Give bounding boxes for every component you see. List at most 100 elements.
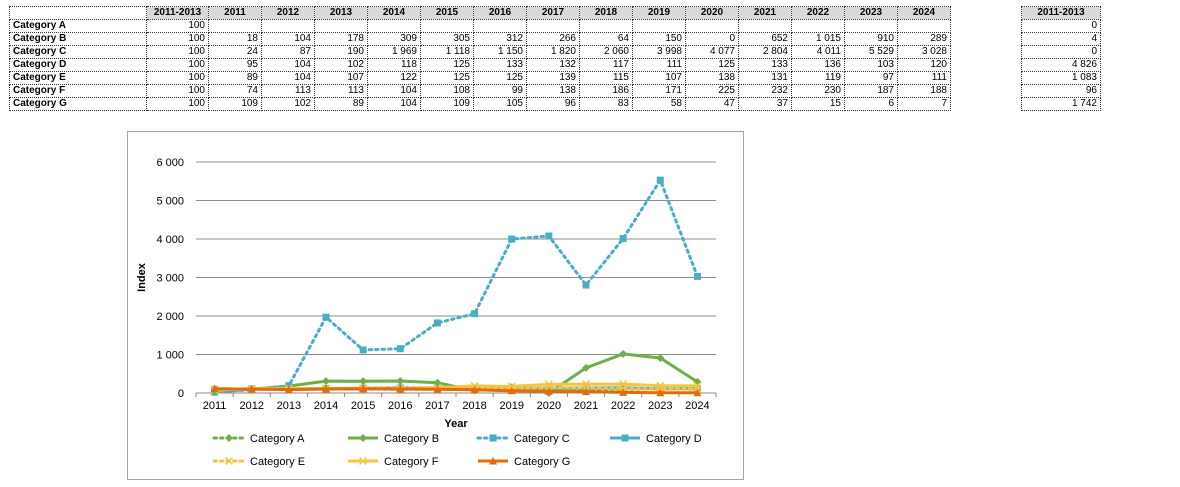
data-point <box>508 235 516 243</box>
table-cell: 910 <box>844 32 898 46</box>
data-point <box>433 319 441 327</box>
x-tick-label: 2012 <box>239 400 263 412</box>
x-tick-label: 2024 <box>685 400 709 412</box>
table-cell: 18 <box>208 32 262 46</box>
row-label: Category A <box>9 19 147 33</box>
table-cell <box>367 19 421 33</box>
side-table-cell: 4 826 <box>1021 58 1101 72</box>
column-header: 2020 <box>685 6 739 20</box>
side-table-cell: 1 083 <box>1021 71 1101 85</box>
data-point <box>581 380 591 389</box>
table-cell: 102 <box>261 97 315 111</box>
data-point <box>396 376 405 385</box>
table-cell: 7 <box>897 97 951 111</box>
table-cell: 37 <box>738 97 792 111</box>
legend-label: Category G <box>514 456 570 468</box>
table-cell: 99 <box>473 84 527 98</box>
table-cell: 2 804 <box>738 45 792 59</box>
legend-marker <box>621 434 629 442</box>
data-point <box>544 380 553 389</box>
table-cell: 113 <box>261 84 315 98</box>
data-point <box>433 385 442 393</box>
data-point <box>619 388 628 396</box>
column-header: 2012 <box>261 6 315 20</box>
table-cell: 95 <box>208 58 262 72</box>
table-cell: 120 <box>897 58 951 72</box>
table-cell: 125 <box>420 58 474 72</box>
side-table-header: 2011-2013 <box>1021 6 1101 20</box>
data-point <box>545 232 553 240</box>
table-cell: 111 <box>632 58 686 72</box>
table-cell <box>579 19 633 33</box>
legend-label: Category C <box>514 433 570 445</box>
table-cell <box>314 19 368 33</box>
table-cell: 102 <box>314 58 368 72</box>
table-cell: 125 <box>420 71 474 85</box>
table-cell: 104 <box>261 58 315 72</box>
x-tick-label: 2019 <box>499 400 523 412</box>
data-point <box>396 345 404 353</box>
table-cell <box>738 19 792 33</box>
table-cell: 4 011 <box>791 45 845 59</box>
table-cell: 1 118 <box>420 45 474 59</box>
data-point <box>693 381 702 390</box>
table-cell: 133 <box>738 58 792 72</box>
y-tick-label: 3 000 <box>156 273 184 285</box>
table-row: Category C 100 24 87 190 1 969 1 118 1 150 1 820… <box>9 45 951 59</box>
table-cell <box>685 19 739 33</box>
legend-label: Category A <box>250 433 305 445</box>
table-cell: 15 <box>791 97 845 111</box>
table-cell: 100 <box>146 58 209 72</box>
table-cell: 125 <box>685 58 739 72</box>
row-label: Category D <box>9 58 147 72</box>
x-tick-label: 2018 <box>462 400 486 412</box>
table-cell: 74 <box>208 84 262 98</box>
y-tick-label: 0 <box>178 388 184 400</box>
y-axis-title: Index <box>136 262 148 292</box>
table-cell: 266 <box>526 32 580 46</box>
table-cell: 97 <box>844 71 898 85</box>
side-table-row: 96 <box>1021 84 1101 98</box>
table-cell: 109 <box>208 97 262 111</box>
table-row: Category B 100 18 104 178 309 305 312 266 64 150 0 6… <box>9 32 951 46</box>
legend-marker <box>358 456 368 466</box>
data-point <box>284 385 293 394</box>
table-cell: 3 998 <box>632 45 686 59</box>
data-point <box>471 310 479 318</box>
side-table-row: 1 742 <box>1021 97 1101 111</box>
table-cell: 87 <box>261 45 315 59</box>
side-table-row: 1 083 <box>1021 71 1101 85</box>
data-point <box>396 384 405 393</box>
table-cell: 125 <box>473 71 527 85</box>
table-cell: 190 <box>314 45 368 59</box>
data-point <box>693 272 701 280</box>
side-table-cell: 0 <box>1021 19 1101 33</box>
table-cell <box>208 19 262 33</box>
data-point <box>656 381 665 390</box>
x-tick-label: 2020 <box>537 400 561 412</box>
column-header: 2011-2013 <box>146 6 209 20</box>
column-header: 2019 <box>632 6 686 20</box>
table-cell: 89 <box>208 71 262 85</box>
y-tick-label: 5 000 <box>156 196 184 208</box>
table-cell: 108 <box>420 84 474 98</box>
x-tick-label: 2023 <box>648 400 672 412</box>
table-cell: 24 <box>208 45 262 59</box>
legend-marker <box>489 457 497 465</box>
x-tick-label: 2011 <box>203 400 227 412</box>
side-table-row: 4 826 <box>1021 58 1101 72</box>
table-cell: 107 <box>314 71 368 85</box>
data-point <box>582 387 590 396</box>
table-cell: 1 820 <box>526 45 580 59</box>
table-cell: 139 <box>526 71 580 85</box>
table-cell: 115 <box>579 71 633 85</box>
data-point <box>693 388 702 397</box>
table-cell: 309 <box>367 32 421 46</box>
legend-marker <box>359 434 367 442</box>
table-cell: 232 <box>738 84 792 98</box>
x-tick-label: 2022 <box>611 400 635 412</box>
table-cell: 111 <box>897 71 951 85</box>
table-cell: 83 <box>579 97 633 111</box>
table-cell: 225 <box>685 84 739 98</box>
